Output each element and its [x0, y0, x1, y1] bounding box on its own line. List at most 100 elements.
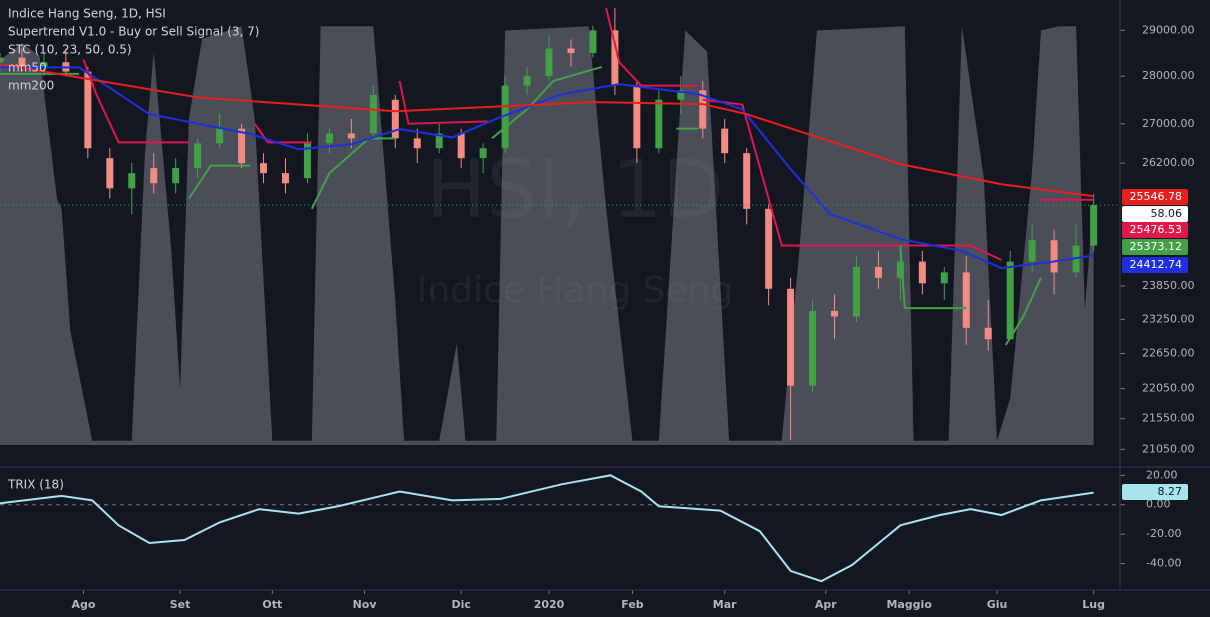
- legend-entry: Supertrend V1.0 - Buy or Sell Signal (3,…: [8, 25, 259, 39]
- y-tick-label: 20.00: [1146, 468, 1178, 481]
- candle-body: [0, 57, 4, 63]
- y-tick-label: 29000.00: [1142, 23, 1195, 36]
- price-label-bg: [1122, 206, 1188, 222]
- legend-entry: STC (10, 23, 50, 0.5): [8, 43, 132, 57]
- chart-title: Indice Hang Seng, 1D, HSI: [8, 7, 166, 21]
- candle-body: [501, 85, 509, 149]
- candle-body: [281, 173, 289, 184]
- supertrend-line: [188, 164, 251, 200]
- candle-body: [216, 128, 224, 144]
- trix-line: [0, 474, 1094, 583]
- candle-body: [238, 128, 246, 164]
- candle-body: [413, 138, 421, 149]
- supertrend-line: [82, 59, 189, 144]
- candle-body: [150, 168, 158, 184]
- x-tick-label: Ott: [262, 598, 282, 611]
- x-tick-label: Set: [170, 598, 191, 611]
- candle-body: [765, 208, 773, 289]
- supertrend-line: [899, 245, 967, 310]
- candle-body: [325, 133, 333, 144]
- candle-body: [874, 266, 882, 278]
- x-tick-label: Maggio: [886, 598, 932, 611]
- candle-body: [369, 95, 377, 134]
- candle-body: [435, 133, 443, 149]
- candle-body: [84, 71, 92, 149]
- candle-body: [721, 128, 729, 154]
- supertrend-line: [605, 7, 699, 87]
- supertrend-line: [310, 137, 396, 210]
- candle-body: [303, 143, 311, 179]
- y-tick-label: 23250.00: [1142, 312, 1195, 325]
- candle-body: [40, 62, 48, 67]
- candle-body: [523, 76, 531, 86]
- candle-body: [1028, 240, 1036, 262]
- y-tick-label: 22650.00: [1142, 347, 1195, 360]
- y-tick-label: -20.00: [1146, 527, 1181, 540]
- candle-body: [831, 310, 839, 317]
- y-tick-label: 27000.00: [1142, 117, 1195, 130]
- candle-body: [809, 310, 817, 386]
- candle-body: [655, 99, 663, 149]
- supertrend-line: [253, 123, 312, 144]
- price-label: 8.27: [1158, 485, 1183, 498]
- y-tick-label: -40.00: [1146, 557, 1181, 570]
- legend-entry: mm50: [8, 61, 47, 75]
- candle-body: [1090, 205, 1098, 246]
- candle-body: [677, 90, 685, 100]
- y-tick-label: 23850.00: [1142, 279, 1195, 292]
- candle-body: [1006, 261, 1014, 340]
- legend-entry: TRIX (18): [7, 478, 64, 492]
- price-label-bg: [1122, 484, 1188, 500]
- price-label: 24412.74: [1130, 258, 1183, 271]
- price-label-bg: [1122, 222, 1188, 238]
- candle-body: [589, 30, 597, 54]
- x-tick-label: Nov: [353, 598, 378, 611]
- price-label-bg: [1122, 257, 1188, 273]
- y-tick-label: 21550.00: [1142, 412, 1195, 425]
- candle-body: [172, 168, 180, 184]
- candle-body: [611, 30, 619, 86]
- price-label: 25373.12: [1130, 240, 1183, 253]
- y-tick-label: 21050.00: [1142, 442, 1195, 455]
- x-tick-label: Feb: [621, 598, 644, 611]
- candle-body: [194, 143, 202, 169]
- candle-body: [699, 90, 707, 129]
- supertrend-line: [702, 98, 1002, 261]
- candle-body: [128, 173, 136, 189]
- legend-entry: mm200: [8, 79, 54, 93]
- candle-body: [391, 99, 399, 139]
- x-tick-label: Lug: [1082, 598, 1105, 611]
- candle-body: [852, 266, 860, 317]
- x-tick-label: 2020: [534, 598, 565, 611]
- candle-body: [545, 48, 553, 77]
- y-tick-label: 28000.00: [1142, 69, 1195, 82]
- candle-body: [743, 153, 751, 209]
- x-tick-label: Ago: [71, 598, 95, 611]
- candle-body: [457, 133, 465, 159]
- candle-body: [1050, 240, 1058, 273]
- candle-body: [940, 272, 948, 284]
- price-label: 58.06: [1151, 207, 1183, 220]
- moving-average: [0, 63, 1094, 198]
- y-tick-label: 26200.00: [1142, 156, 1195, 169]
- candle-body: [567, 48, 575, 54]
- x-tick-label: Dic: [451, 598, 470, 611]
- candle-body: [787, 288, 795, 386]
- price-label-bg: [1122, 189, 1188, 205]
- moving-average: [0, 66, 1094, 270]
- price-label: 25476.53: [1130, 223, 1183, 236]
- plot: 29000.00 28000.00 27000.00 26200.00 23850.00…: [0, 7, 1195, 611]
- x-tick-label: Giu: [987, 598, 1008, 611]
- candle-body: [479, 148, 487, 159]
- supertrend-line: [398, 80, 488, 125]
- x-tick-label: Apr: [815, 598, 837, 611]
- candle-body: [984, 327, 992, 340]
- y-tick-label: 22050.00: [1142, 382, 1195, 395]
- candle-body: [633, 85, 641, 149]
- candle-body: [18, 57, 26, 67]
- y-tick-label: 0.00: [1146, 498, 1171, 511]
- price-label-bg: [1122, 239, 1188, 255]
- candle-body: [896, 261, 904, 278]
